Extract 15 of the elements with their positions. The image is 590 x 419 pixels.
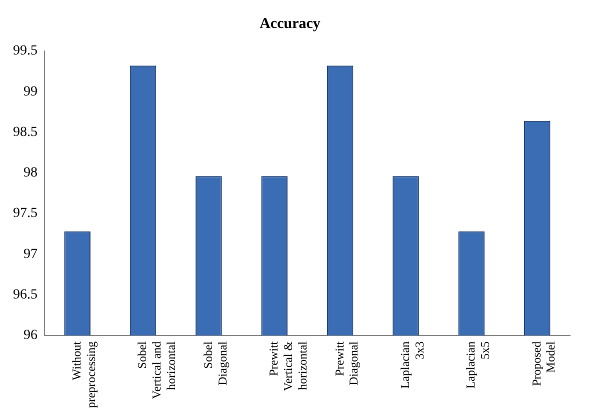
x-tick-label: Prewitt Vertical & horizontal [266, 340, 310, 392]
chart-title: Accuracy [260, 16, 321, 32]
y-tick-label: 96 [24, 328, 38, 344]
y-tick-label: 97.5 [13, 206, 38, 222]
y-tick-label: 98.5 [13, 124, 38, 140]
x-tick-label: Proposed Model [529, 340, 558, 386]
y-tick-label: 96.5 [13, 287, 38, 302]
y-tick-label: 99.5 [13, 44, 38, 59]
x-tick-label: Sobel Vertical and horizontal [135, 340, 178, 399]
x-tick-label: Laplacian 3x3 [398, 341, 426, 389]
y-tick-label: 99 [24, 84, 38, 100]
y-tick-label: 97 [24, 246, 38, 262]
y-tick-label: 98 [24, 166, 38, 181]
x-tick-label: Laplacian 5x5 [464, 341, 492, 389]
x-tick-label: Without preprocessing [70, 340, 98, 408]
